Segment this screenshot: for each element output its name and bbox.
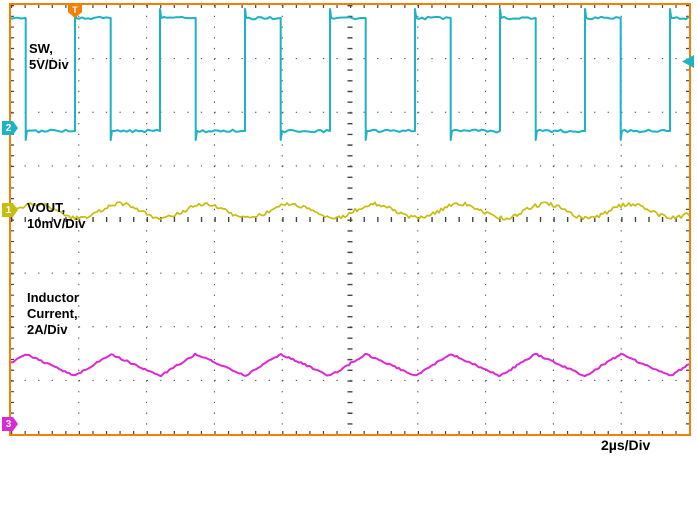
channel-3-marker: 3 [2,417,18,431]
trace-vout [11,201,689,221]
label-sw-line2: 5V/Div [29,57,69,72]
label-inductor-line3: 2A/Div [27,322,68,337]
timebase-label: 2µs/Div [601,437,651,453]
label-inductor-line2: Current, [27,306,78,321]
channel-1-marker-label: 1 [5,204,12,216]
channel-3-marker-label: 3 [5,418,12,430]
trigger-position-marker: T [68,5,82,18]
label-vout-line1: VOUT, [27,200,66,215]
label-sw: SW, 5V/Div [29,41,69,73]
label-inductor-line1: Inductor [27,290,79,305]
scope-graticule [9,3,691,436]
label-sw-line1: SW, [29,41,53,56]
trace-inductor-current [11,352,689,378]
label-vout-line2: 10mV/Div [27,216,86,231]
channel-2-marker: 2 [2,121,18,135]
label-vout: VOUT, 10mV/Div [27,200,86,232]
trigger-marker-label: T [72,5,78,15]
waveform-plot [11,5,689,434]
channel-2-marker-label: 2 [5,122,12,134]
channel-1-marker: 1 [2,203,18,217]
graticule-grid [11,5,689,434]
trace-sw [11,8,689,141]
label-inductor-current: Inductor Current, 2A/Div [27,290,79,338]
